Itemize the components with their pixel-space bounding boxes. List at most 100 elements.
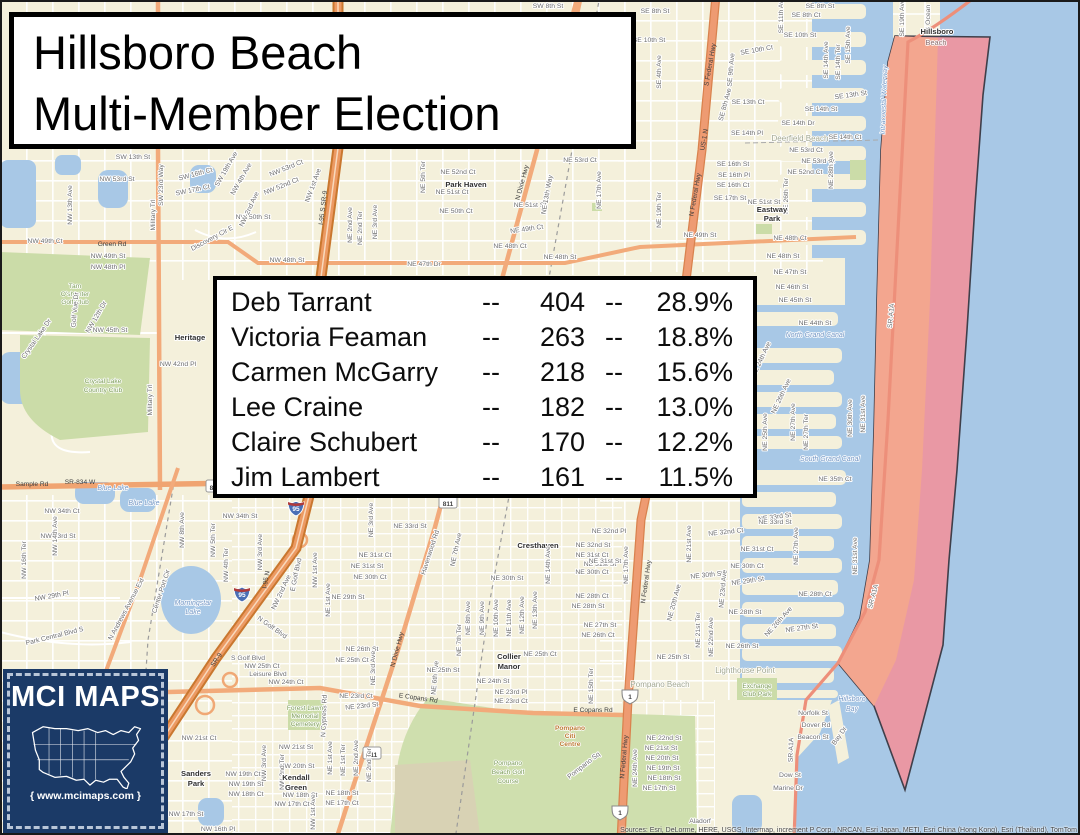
- vote-percent: 28.9%: [656, 287, 733, 317]
- svg-text:1: 1: [618, 810, 622, 817]
- map-label: Sample Rd: [16, 481, 49, 488]
- map-label: NE 22nd Ave: [708, 617, 715, 657]
- map-label: NE 24th Ave: [632, 749, 639, 787]
- candidate-name: Victoria Feaman: [231, 322, 428, 352]
- map-label: SW 8th St: [533, 3, 564, 10]
- vote-count: 161: [539, 462, 585, 492]
- map-label: NE 25th St: [427, 667, 460, 674]
- map-label: NE 32nd Pl: [592, 528, 627, 535]
- candidate-name: Claire Schubert: [231, 427, 418, 457]
- interchange-ramp: [194, 694, 216, 716]
- map-label: Golf Club: [61, 299, 89, 306]
- map-label: NE 25th Ave: [762, 413, 769, 451]
- map-label: SR-A1A: [788, 737, 796, 762]
- vote-count: 263: [539, 322, 585, 352]
- map-label: NE 25th St: [657, 654, 690, 661]
- map-label: Forest Lawn: [287, 705, 324, 712]
- map-label: SR-834 W: [65, 479, 96, 486]
- map-label: SE 14th Ave: [823, 41, 830, 79]
- map-label: North Grand Canal: [786, 332, 845, 339]
- map-label: SE 8th St: [806, 3, 835, 10]
- map-label: NE 27th Ter: [803, 413, 810, 450]
- vote-percent: 13.0%: [656, 392, 733, 422]
- map-label: NW 34th St: [223, 513, 258, 520]
- map-label: NE 8th Ave: [465, 601, 472, 635]
- svg-text:811: 811: [367, 752, 378, 759]
- map-label: NE 31st Ave: [860, 395, 867, 432]
- election-region: [792, 0, 991, 835]
- map-label: NW 8th Ave: [179, 512, 186, 548]
- map-label: NE 10th Ave: [493, 599, 500, 637]
- vote-percent: 11.5%: [658, 462, 733, 492]
- map-label: NE 53rd Ct: [563, 157, 597, 164]
- map-label: NE 2nd Ave: [353, 740, 360, 776]
- map-label: Pompano: [494, 760, 523, 767]
- map-label: NE 21st Ter: [695, 612, 702, 648]
- map-label: NE 11th Ave: [506, 599, 513, 636]
- map-label: NE 48th Ct: [773, 235, 806, 242]
- map-label: NE 33rd St: [758, 519, 791, 526]
- military-trl: [155, 0, 163, 491]
- map-label: NE 25th Ct: [335, 657, 368, 664]
- logo-website: { www.mcimaps.com }: [29, 790, 142, 802]
- map-label: Bay: [846, 706, 859, 713]
- map-label: NE 30th Ct: [575, 569, 608, 576]
- map-label: Club Park: [743, 691, 773, 698]
- map-label: SE 17th St: [714, 195, 747, 202]
- result-row: Claire Schubert -- 170 -- 12.2%: [231, 425, 733, 460]
- map-label: SE 8th St: [641, 8, 670, 15]
- map-label: NE 28th Ave: [828, 151, 835, 189]
- map-label: NW 48th St: [270, 257, 305, 264]
- result-row: Victoria Feaman -- 263 -- 18.8%: [231, 320, 733, 355]
- separator: --: [482, 392, 500, 422]
- separator: --: [605, 322, 623, 352]
- map-label: NW 3rd Ave: [261, 745, 268, 781]
- map-label: NW 53rd St: [99, 176, 134, 183]
- map-label: NE 22nd St: [647, 735, 682, 742]
- svg-text:95: 95: [238, 592, 246, 599]
- map-label: NE 32nd St: [576, 542, 611, 549]
- map-label: S Golf Blvd: [231, 655, 265, 662]
- map-label: NE 15th Ter: [588, 667, 595, 704]
- map-label: NE 30th Ct: [730, 563, 763, 570]
- separator: --: [482, 462, 500, 492]
- map-label: NW 1st Ave: [310, 794, 317, 830]
- map-label: Memorial: [291, 713, 319, 720]
- map-label: NW 49th St: [91, 253, 126, 260]
- map-label: Blue Lake: [97, 485, 128, 492]
- map-label: N Federal Hwy: [619, 734, 630, 779]
- map-label: Military Trl: [150, 199, 157, 230]
- map-label: NE 53rd Ct: [789, 147, 823, 154]
- separator: --: [605, 462, 623, 492]
- map-label: NE 30th Ct: [353, 574, 386, 581]
- map-label: NE 45th St: [779, 297, 812, 304]
- map-title-box: Hillsboro Beach Multi-Member Election: [9, 12, 636, 149]
- map-label: US-1 N: [699, 128, 710, 151]
- map-label: NW 16th Ter: [21, 540, 28, 578]
- separator: --: [605, 357, 623, 387]
- green-rd: [0, 235, 857, 265]
- map-label: NW 14th Ave: [52, 516, 59, 556]
- route-shield: 1: [611, 805, 629, 821]
- dixie-hwy: [335, 0, 583, 835]
- separator: --: [482, 287, 500, 317]
- map-label: Sanders: [181, 769, 211, 778]
- map-label: Aladorf: [689, 818, 711, 825]
- svg-text:95: 95: [292, 506, 300, 513]
- map-label: NW 19th St: [229, 781, 264, 788]
- map-label: NE 23rd Pl: [495, 689, 528, 696]
- map-label: NW 49th Ct: [27, 238, 62, 245]
- map-label: NE 3rd Ave: [370, 651, 377, 685]
- map-label: SE 10th St: [633, 37, 666, 44]
- map-label: Dover Rd: [802, 722, 831, 729]
- map-title-line2: Multi-Member Election: [33, 87, 501, 140]
- map-label: NE 47th St: [774, 269, 807, 276]
- map-label: Course: [497, 778, 519, 785]
- map-label: SE 14th Ter: [835, 44, 842, 80]
- vote-count: 404: [539, 287, 585, 317]
- route-shield: 811: [438, 495, 458, 509]
- map-label: NE 21st Ave: [686, 525, 693, 562]
- map-label: Park: [764, 214, 781, 223]
- logo-stamp-border: MCI MAPS { www.mcimaps.com }: [7, 673, 164, 829]
